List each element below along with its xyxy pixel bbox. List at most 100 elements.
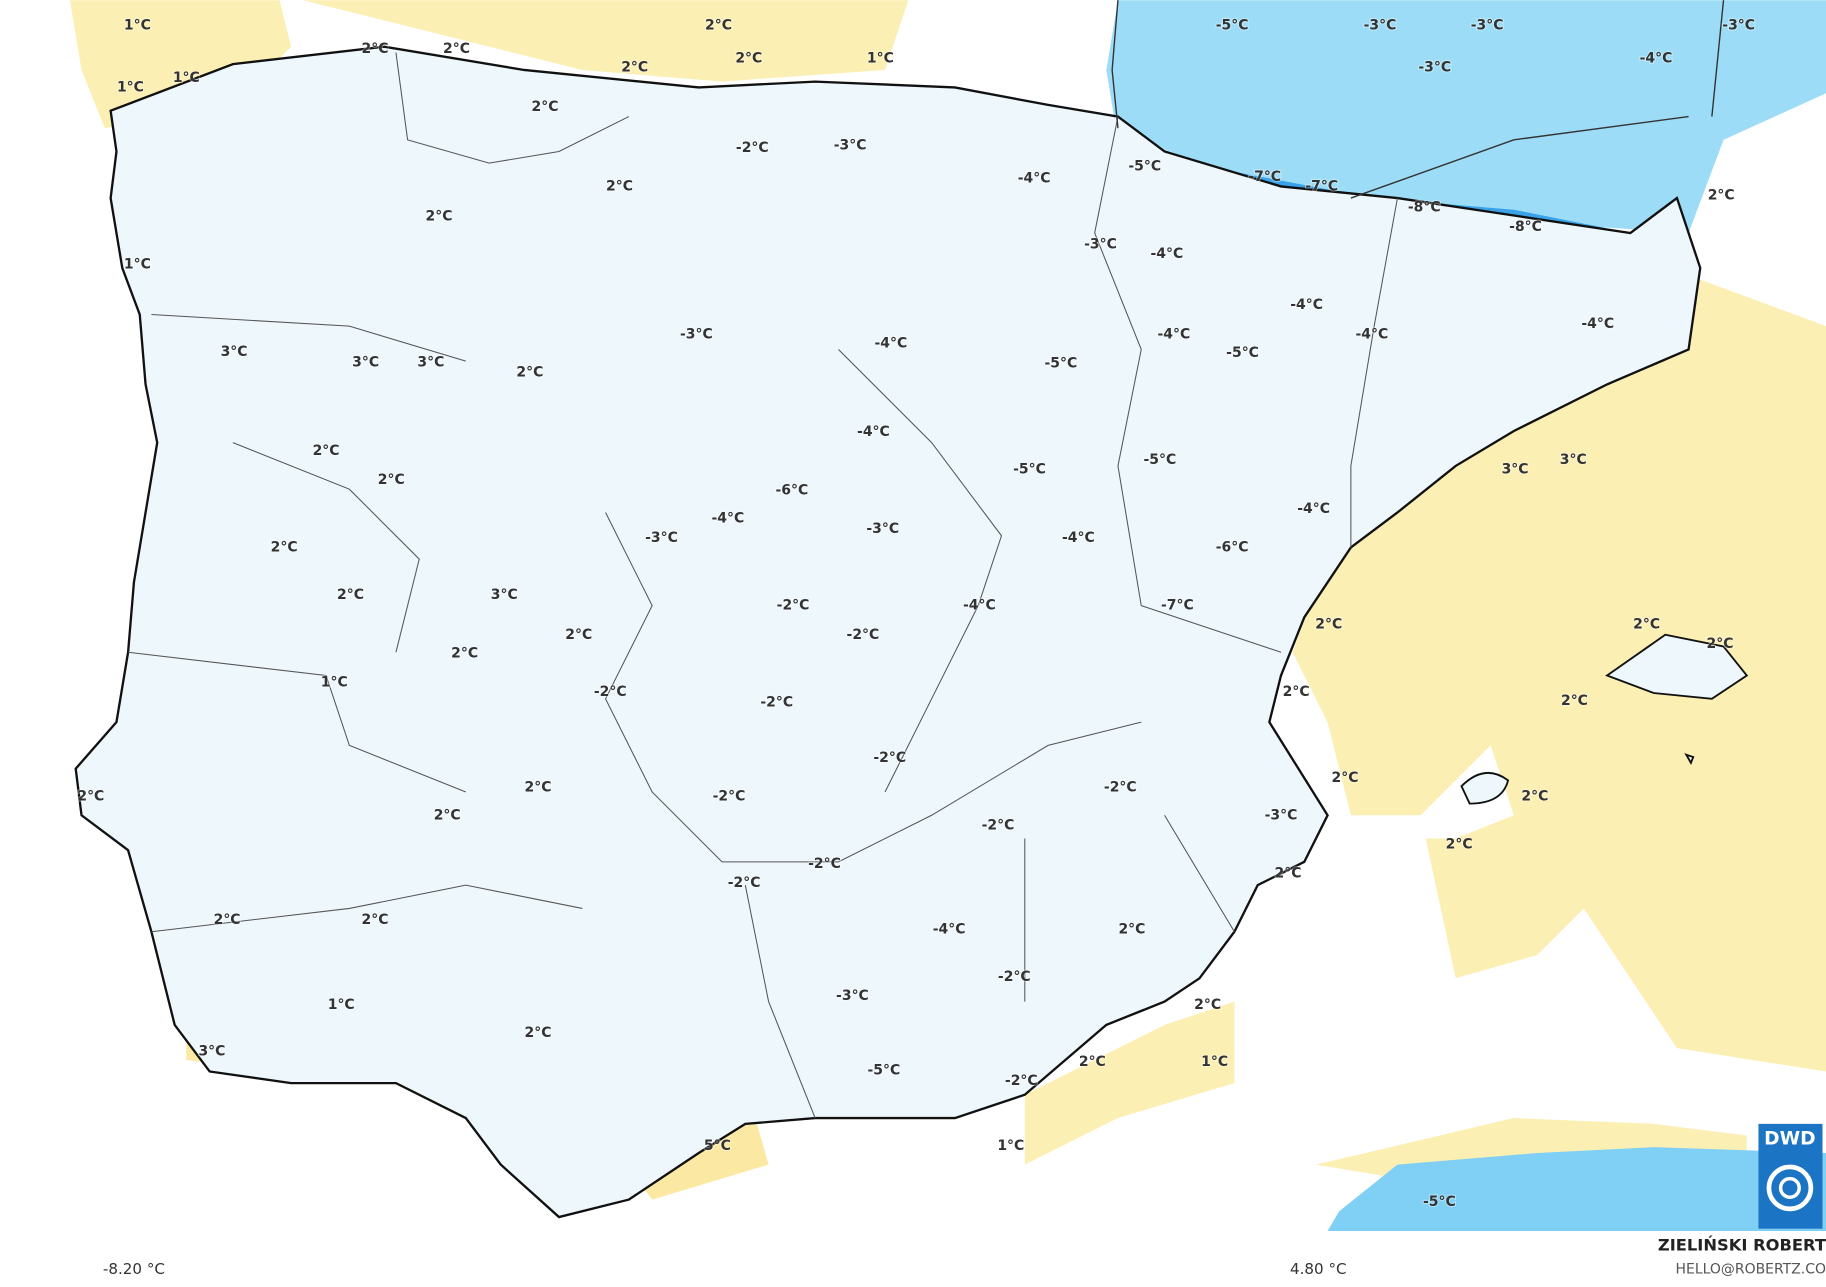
temperature-label: -7°C [1305, 178, 1338, 194]
temperature-label: 1°C [997, 1138, 1024, 1154]
temperature-label: 2°C [426, 209, 453, 225]
temperature-label: -4°C [1157, 326, 1190, 342]
temperature-label: 2°C [1283, 684, 1310, 700]
temperature-label: 2°C [565, 627, 592, 643]
temperature-label: 2°C [434, 807, 461, 823]
temperature-label: 3°C [417, 354, 444, 370]
temperature-label: 3°C [352, 354, 379, 370]
warm-sea [69, 0, 909, 129]
temperature-label: 1°C [117, 79, 144, 95]
temperature-label: 2°C [705, 18, 732, 34]
temperature-label: 2°C [1079, 1054, 1106, 1070]
colorbar-max-label: 4.80 °C [1290, 1260, 1347, 1278]
cold-land [1106, 0, 1826, 233]
temperature-label: -5°C [1128, 159, 1161, 175]
temperature-label: -2°C [1104, 779, 1137, 795]
logo-text: DWD [1764, 1129, 1815, 1150]
temperature-label: 2°C [1561, 693, 1588, 709]
temperature-label: 2°C [1274, 865, 1301, 881]
temperature-label: 2°C [735, 50, 762, 66]
temperature-label: -4°C [1062, 530, 1095, 546]
temperature-label: -4°C [1150, 246, 1183, 262]
temperature-label: -5°C [1216, 18, 1249, 34]
temperature-label: 3°C [221, 344, 248, 360]
temperature-label: -2°C [873, 750, 906, 766]
temperature-label: 1°C [124, 18, 151, 34]
cold-land [1327, 1147, 1826, 1232]
warm-sea [1024, 1001, 1747, 1188]
temperature-label: -2°C [736, 140, 769, 156]
temperature-label: 2°C [1708, 188, 1735, 204]
temperature-label: -5°C [1226, 345, 1259, 361]
logo-box [1758, 1123, 1823, 1229]
temperature-label: -3°C [645, 530, 678, 546]
temperature-label: 3°C [198, 1044, 225, 1060]
temperature-label: -5°C [1045, 355, 1078, 371]
temperature-label: -5°C [1423, 1194, 1456, 1210]
temperature-label: 2°C [1194, 997, 1221, 1013]
temperature-label: -2°C [760, 694, 793, 710]
temperature-label: -2°C [847, 627, 880, 643]
temperature-label: 3°C [491, 587, 518, 603]
logo-swirl [1766, 1164, 1814, 1212]
temperature-label: 3°C [1560, 452, 1587, 468]
temperature-label: 3°C [1502, 461, 1529, 477]
temperature-label: -3°C [1722, 18, 1755, 34]
temperature-label: -2°C [594, 684, 627, 700]
temperature-label: -2°C [728, 875, 761, 891]
temperature-label: 2°C [525, 1025, 552, 1041]
temperature-label: 1°C [328, 997, 355, 1013]
temperature-label: -4°C [857, 424, 890, 440]
colorbar: -8.20 °C 4.80 °C [103, 1260, 1347, 1278]
temperature-label: 2°C [1446, 836, 1473, 852]
temperature-label: 2°C [606, 178, 633, 194]
temperature-label: 1°C [124, 256, 151, 272]
temperature-label: 1°C [321, 675, 348, 691]
temperature-label: -3°C [836, 988, 869, 1004]
temperature-label: 2°C [378, 472, 405, 488]
temperature-label: 2°C [516, 365, 543, 381]
temperature-label: -7°C [1161, 598, 1194, 614]
border [128, 52, 1398, 1119]
logo-swirl [1778, 1176, 1801, 1199]
temperature-label: 2°C [1521, 789, 1548, 805]
temperature-label: -2°C [808, 856, 841, 872]
temperature-label: 2°C [77, 789, 104, 805]
map-labels: 1°C 2°C2°C 2°C2°C2°C 1°C1°C1°C2°C-5°C -3°C -3… [76, 17, 1756, 1212]
temperature-label: 2°C [532, 99, 559, 115]
temperature-label: -7°C [1248, 169, 1281, 185]
temperature-label: -3°C [1418, 60, 1451, 76]
temperature-label: 2°C [1315, 616, 1342, 632]
sea [1397, 745, 1514, 839]
temperature-label: 2°C [1707, 636, 1734, 652]
temperature-label: -6°C [776, 482, 809, 498]
temperature-label: -4°C [1297, 501, 1330, 517]
temperature-label: 2°C [271, 539, 298, 555]
colorbar-min-label: -8.20 °C [103, 1260, 165, 1278]
temperature-label: -2°C [777, 598, 810, 614]
temperature-label: 2°C [361, 912, 388, 928]
temperature-label: -2°C [713, 789, 746, 805]
temperature-label: 2°C [525, 779, 552, 795]
temperature-label: 2°C [1118, 921, 1145, 937]
temperature-label: 1°C [1201, 1054, 1228, 1070]
temperature-label: -3°C [1471, 18, 1504, 34]
temperature-label: 2°C [621, 60, 648, 76]
temperature-label: -3°C [1084, 237, 1117, 253]
temperature-label: 2°C [361, 41, 388, 57]
author: ZIELIŃSKI ROBERT [1658, 1236, 1826, 1255]
temperature-label: -8°C [1509, 219, 1542, 235]
temperature-label: -8°C [1408, 199, 1441, 215]
map-area: 1°C 2°C2°C 2°C2°C2°C 1°C1°C1°C2°C-5°C -3°C -3… [69, 0, 1826, 1232]
temperature-label: -4°C [963, 598, 996, 614]
temperature-label: 2°C [1332, 770, 1359, 786]
temperature-label: 2°C [451, 645, 478, 661]
temperature-label: -4°C [1290, 297, 1323, 313]
temperature-label: -2°C [1005, 1073, 1038, 1089]
temperature-label: -4°C [933, 921, 966, 937]
temperature-label: 1°C [173, 70, 200, 86]
temperature-label: -5°C [1143, 452, 1176, 468]
dwd-logo: DWD [1758, 1123, 1823, 1229]
